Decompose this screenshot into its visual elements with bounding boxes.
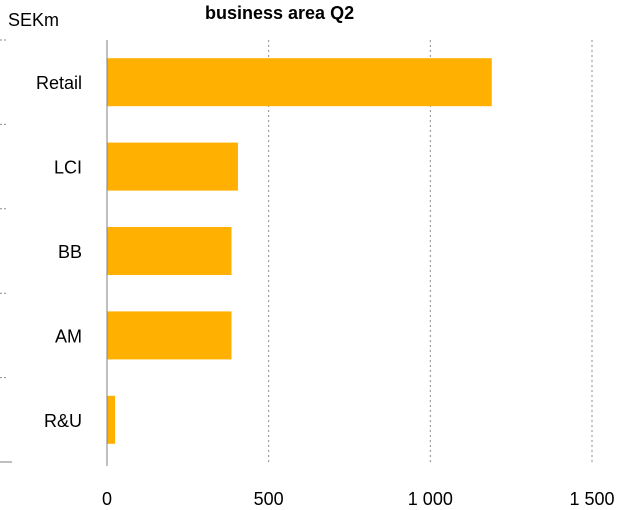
chart-title: business area Q2 [205, 3, 355, 23]
bar [107, 227, 232, 275]
category-label: LCI [54, 158, 82, 178]
bar [107, 142, 238, 191]
category-label: AM [55, 326, 82, 346]
category-label: BB [58, 242, 82, 262]
unit-label: SEKm [8, 10, 60, 30]
x-tick-label: 1 000 [408, 489, 453, 509]
category-label: Retail [36, 73, 82, 93]
x-tick-label: 500 [254, 489, 284, 509]
bar [107, 395, 116, 444]
bar [107, 311, 232, 360]
bar [107, 58, 492, 107]
x-tick-label: 0 [102, 489, 112, 509]
category-label: R&U [44, 411, 82, 431]
x-tick-label: 1 500 [569, 489, 614, 509]
